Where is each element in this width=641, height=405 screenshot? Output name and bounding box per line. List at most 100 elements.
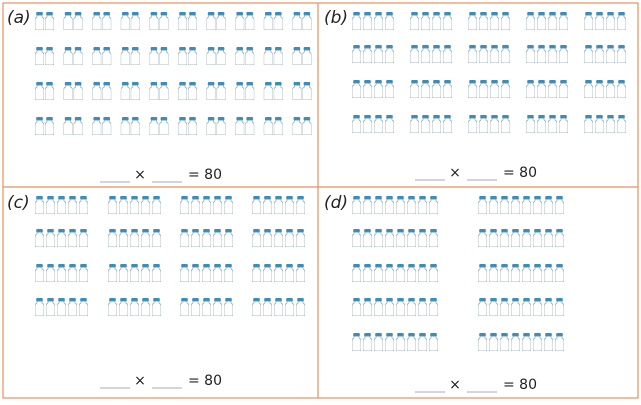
- bottle: [363, 115, 372, 133]
- bottle: [490, 12, 499, 30]
- bottle: [500, 196, 509, 214]
- bottle: [555, 229, 564, 247]
- bottle: [526, 12, 535, 30]
- bottle: [418, 196, 427, 214]
- bottle: [385, 196, 394, 214]
- bottle: [429, 264, 438, 282]
- bottle: [188, 82, 197, 100]
- bottle: [410, 45, 419, 63]
- bottle: [149, 12, 159, 30]
- bottle: [584, 115, 593, 133]
- bottle: [522, 196, 531, 214]
- bottle: [102, 12, 112, 30]
- bottle: [478, 196, 487, 214]
- bottle: [46, 229, 55, 247]
- bottle: [478, 229, 487, 247]
- bottle: [595, 115, 604, 133]
- bottle: [224, 298, 233, 316]
- bottle: [522, 333, 531, 351]
- bottle: [478, 298, 487, 316]
- bottle: [102, 82, 112, 100]
- bottle: [489, 333, 498, 351]
- bottle: [363, 196, 372, 214]
- bottle: [68, 264, 77, 282]
- bottle: [537, 80, 546, 98]
- bottle: [102, 117, 112, 135]
- bottle: [130, 264, 139, 282]
- bottle: [559, 80, 568, 98]
- bottle: [522, 298, 531, 316]
- bottle: [245, 47, 255, 65]
- bottle: [522, 229, 531, 247]
- bottle: [213, 264, 222, 282]
- bottle: [489, 229, 498, 247]
- bottle: [396, 196, 405, 214]
- bottle: [443, 45, 452, 63]
- bottle: [533, 333, 542, 351]
- bottle: [263, 298, 272, 316]
- bottle: [421, 45, 430, 63]
- bottle: [363, 298, 372, 316]
- bottle: [35, 196, 44, 214]
- bottle: [537, 45, 546, 63]
- bottle: [296, 298, 305, 316]
- bottle: [180, 264, 189, 282]
- bottle: [501, 115, 510, 133]
- bottle: [468, 45, 477, 63]
- bottle: [63, 12, 73, 30]
- bottle: [526, 45, 535, 63]
- bottle: [159, 12, 169, 30]
- bottle: [468, 80, 477, 98]
- bottle: [606, 12, 615, 30]
- bottle: [252, 298, 261, 316]
- bottle: [235, 117, 245, 135]
- bottle: [396, 229, 405, 247]
- bottle: [374, 45, 383, 63]
- bottle: [206, 12, 216, 30]
- bottle: [374, 264, 383, 282]
- bottle: [352, 12, 361, 30]
- bottle: [490, 45, 499, 63]
- bottle: [252, 229, 261, 247]
- bottle: [119, 229, 128, 247]
- times-sign: ×: [134, 373, 146, 389]
- bottle: [285, 196, 294, 214]
- bottle: [35, 298, 44, 316]
- bottle: [68, 196, 77, 214]
- bottle: [130, 229, 139, 247]
- bottle: [180, 196, 189, 214]
- bottle: [263, 47, 273, 65]
- bottle: [130, 196, 139, 214]
- bottle: [511, 229, 520, 247]
- bottle: [141, 196, 150, 214]
- bottle: [363, 229, 372, 247]
- bottle: [274, 298, 283, 316]
- bottle: [79, 298, 88, 316]
- bottle: [285, 229, 294, 247]
- bottle: [537, 12, 546, 30]
- bottle: [374, 80, 383, 98]
- bottle: [57, 298, 66, 316]
- bottle: [501, 12, 510, 30]
- bottle: [617, 45, 626, 63]
- bottle: [479, 45, 488, 63]
- bottle: [224, 229, 233, 247]
- bottle: [544, 298, 553, 316]
- bottle: [92, 82, 102, 100]
- bottle: [73, 82, 83, 100]
- bottle: [385, 12, 394, 30]
- bottle: [526, 115, 535, 133]
- bottle: [296, 264, 305, 282]
- bottle: [432, 115, 441, 133]
- bottle: [292, 12, 302, 30]
- bottle: [245, 12, 255, 30]
- bottle: [273, 82, 283, 100]
- bottle: [396, 333, 405, 351]
- bottle: [152, 229, 161, 247]
- bottle: [363, 264, 372, 282]
- bottle: [548, 80, 557, 98]
- bottle: [432, 45, 441, 63]
- times-sign: ×: [449, 165, 461, 181]
- bottle: [130, 12, 140, 30]
- bottle: [479, 80, 488, 98]
